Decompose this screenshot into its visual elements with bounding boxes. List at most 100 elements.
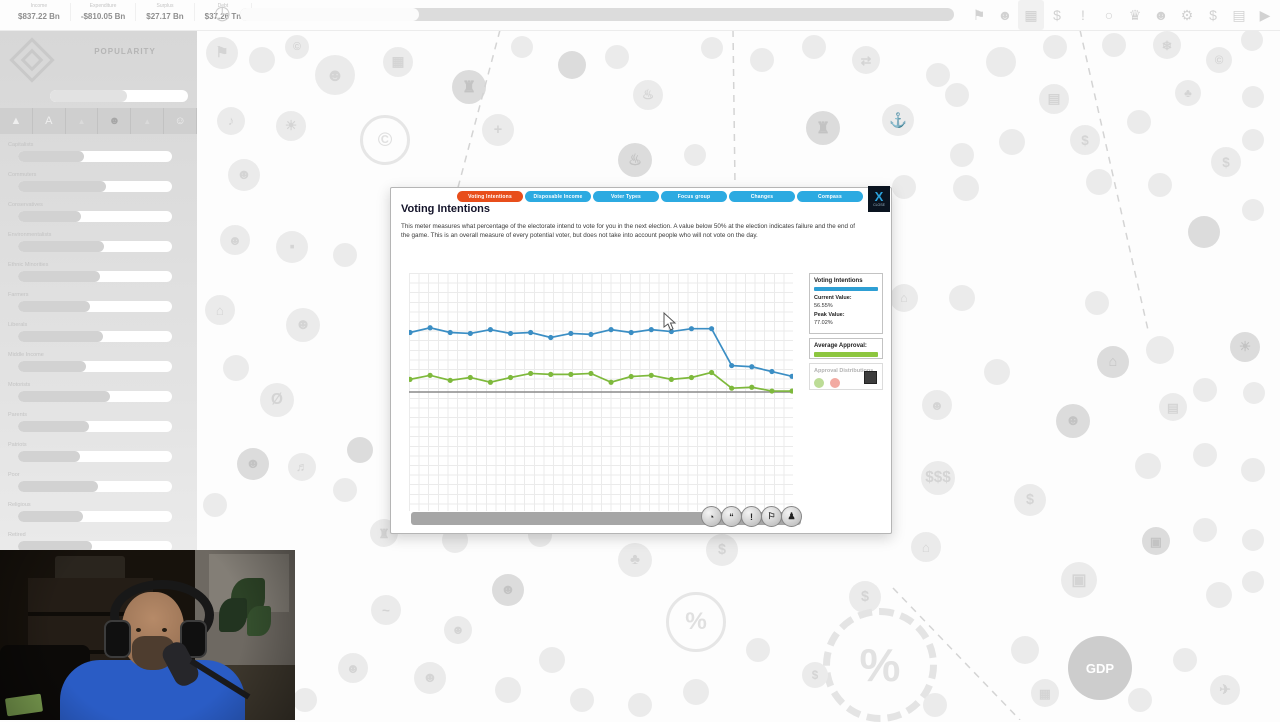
search-icon[interactable]: ○ xyxy=(1104,7,1114,23)
policy-icon xyxy=(1242,129,1264,151)
policy-icon: ▦ xyxy=(1031,679,1059,707)
policy-icon: $ xyxy=(1211,147,1241,177)
sort-happiness[interactable]: ☺ xyxy=(164,108,197,134)
sort-direction[interactable]: ▲ xyxy=(66,108,99,134)
data-point xyxy=(528,329,534,336)
voter-group-row[interactable]: Farmers xyxy=(0,292,197,322)
voter-group-row[interactable]: Commuters xyxy=(0,172,197,202)
voter-group-label: Religious xyxy=(8,502,31,508)
next-turn-icon[interactable]: ▶ xyxy=(1259,6,1271,23)
webcam-headphone-cup xyxy=(180,620,207,658)
sort-membership[interactable]: ☻ xyxy=(98,108,132,134)
tab-voter-types[interactable]: Voter Types xyxy=(593,191,659,202)
voter-group-row[interactable]: Religious xyxy=(0,502,197,532)
distribution-pink-dot[interactable] xyxy=(830,378,841,388)
voter-group-row[interactable]: Poor xyxy=(0,472,197,502)
distribution-square-toggle[interactable] xyxy=(864,371,877,384)
voter-group-row[interactable]: Ethnic Minorities xyxy=(0,262,197,292)
policy-icon xyxy=(1242,86,1264,108)
voter-group-bar-fill xyxy=(18,511,83,522)
voter-group-bar-fill xyxy=(18,241,105,252)
voter-group-row[interactable]: Retired xyxy=(0,532,197,562)
voter-group-row[interactable]: Parents xyxy=(0,412,197,442)
ministers-icon[interactable]: ☻ xyxy=(1153,7,1169,23)
voters-icon[interactable]: ☻ xyxy=(997,7,1013,23)
voter-group-row[interactable]: Motorists xyxy=(0,382,197,412)
voter-group-row[interactable]: Conservatives xyxy=(0,202,197,232)
data-point xyxy=(588,370,594,377)
policy-icon xyxy=(605,45,629,69)
voter-group-bar-fill xyxy=(18,301,91,312)
tab-changes[interactable]: Changes xyxy=(729,191,795,202)
sort-direction[interactable]: ▲ xyxy=(0,108,33,134)
report-icon[interactable]: ▤ xyxy=(1232,6,1246,23)
voter-group-row[interactable]: Middle Income xyxy=(0,352,197,382)
data-point xyxy=(447,377,453,383)
data-point xyxy=(769,388,775,394)
policy-icon: ☀ xyxy=(276,111,306,141)
policy-icon xyxy=(986,47,1016,77)
flag-icon[interactable]: ⚑ xyxy=(972,6,986,23)
policy-icon: ☻ xyxy=(922,390,952,420)
voter-group-bar xyxy=(18,391,172,402)
policy-icon: ☻ xyxy=(315,55,355,95)
voter-group-bar-fill xyxy=(18,151,85,162)
donations-icon[interactable]: $ xyxy=(1209,7,1217,23)
finance-icon[interactable]: $ xyxy=(1053,7,1061,23)
policy-icon xyxy=(999,129,1025,155)
policy-icon: © xyxy=(285,35,309,59)
dialog-description: This meter measures what percentage of t… xyxy=(401,223,856,239)
policy-icon: ♨ xyxy=(618,143,652,177)
distribution-green-dot[interactable] xyxy=(814,378,824,388)
policy-icon xyxy=(1043,35,1067,59)
tab-focus-group[interactable]: Focus group xyxy=(661,191,727,202)
policy-icon xyxy=(1127,110,1151,134)
crowd-toggle-button[interactable]: ♟ xyxy=(781,506,802,527)
policy-icon xyxy=(1241,458,1265,482)
voter-group-bar xyxy=(18,151,172,162)
policy-icon: ☻ xyxy=(444,616,472,644)
events-toggle-button[interactable]: ! xyxy=(741,506,762,527)
achievements-icon[interactable]: ♛ xyxy=(1128,6,1142,23)
sort-direction[interactable]: ▲ xyxy=(131,108,165,134)
approval-distributions-panel: Approval Distributions xyxy=(809,363,883,390)
sort-buttons-row: ▲ A ▲ ☻ ▲ ☺ xyxy=(0,108,197,134)
policy-icon xyxy=(923,693,947,717)
manifesto-toggle-button[interactable]: ⚐ xyxy=(761,506,782,527)
stat-label: Expenditure xyxy=(89,3,117,9)
policy-icon: ▣ xyxy=(1061,562,1097,598)
policy-icon: ▪ xyxy=(276,231,308,263)
data-point xyxy=(789,388,793,394)
settings-icon[interactable]: ⚙ xyxy=(1180,6,1194,23)
policy-icon: ⚓ xyxy=(882,104,914,136)
voter-group-bar xyxy=(18,511,172,522)
tab-disposable-income[interactable]: Disposable Income xyxy=(525,191,591,202)
policy-icon xyxy=(1242,199,1264,221)
tab-compass[interactable]: Compass xyxy=(797,191,863,202)
data-point xyxy=(749,364,755,370)
voter-group-row[interactable]: Capitalists xyxy=(0,142,197,172)
voter-group-bar xyxy=(18,241,172,252)
close-button[interactable]: X CLOSE xyxy=(868,186,890,212)
pie-toggle-button[interactable]: ◔ xyxy=(701,506,722,527)
voter-group-row[interactable]: Environmentalists xyxy=(0,232,197,262)
policy-icon xyxy=(1241,29,1263,51)
tab-voting-intentions[interactable]: Voting Intentions xyxy=(457,191,523,202)
data-point xyxy=(409,329,413,336)
data-point xyxy=(487,327,494,333)
sort-alphabetical[interactable]: A xyxy=(33,108,66,134)
voter-group-label: Retired xyxy=(8,532,26,538)
situations-icon[interactable]: ! xyxy=(1081,7,1085,23)
data-point xyxy=(648,327,654,333)
finance-stat: Income $837.22 Bn xyxy=(8,3,71,21)
stat-label: Surplus xyxy=(156,3,174,9)
webcam-person-shirt xyxy=(60,660,245,720)
voter-group-bar xyxy=(18,301,172,312)
voter-group-bar xyxy=(18,331,172,342)
voter-group-row[interactable]: Patriots xyxy=(0,442,197,472)
policy-icon: $ xyxy=(802,662,828,688)
policy-icon xyxy=(628,693,652,717)
polls-icon[interactable]: ▦ xyxy=(1018,0,1044,30)
voter-group-row[interactable]: Liberals xyxy=(0,322,197,352)
speech-toggle-button[interactable]: “ xyxy=(721,506,742,527)
